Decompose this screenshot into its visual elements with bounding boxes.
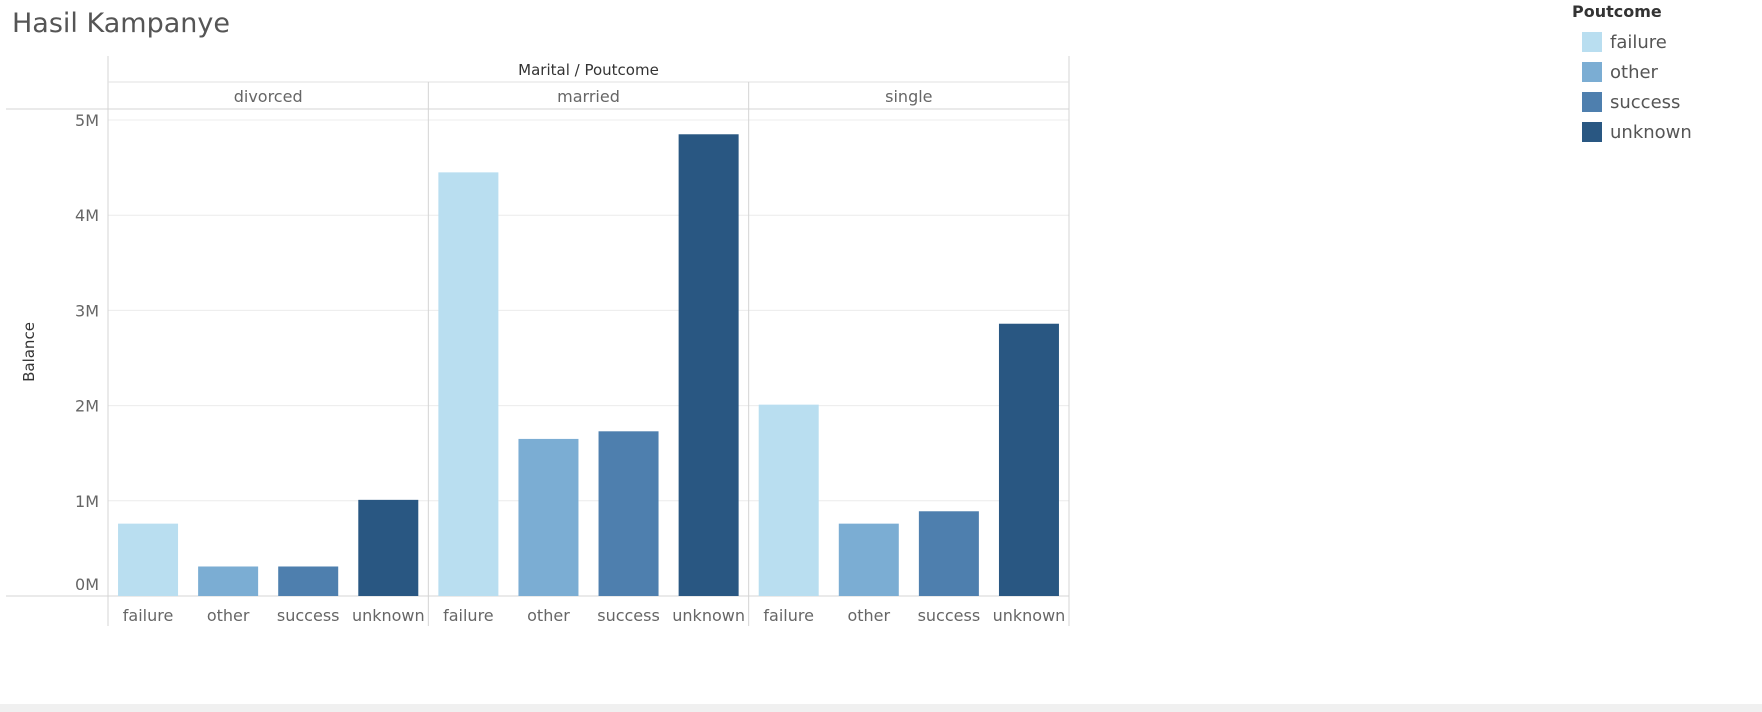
bar-married-success xyxy=(598,431,659,596)
legend-label: unknown xyxy=(1610,121,1692,143)
bar-married-failure xyxy=(438,172,499,597)
y-tick-label: 0M xyxy=(75,575,99,594)
legend-item-failure[interactable]: failure xyxy=(1572,27,1692,57)
bar-divorced-failure xyxy=(118,523,179,596)
x-tick-label: unknown xyxy=(352,606,425,625)
y-axis-label: Balance xyxy=(20,322,38,382)
legend-label: other xyxy=(1610,61,1658,83)
x-tick-label: failure xyxy=(443,606,494,625)
legend-label: success xyxy=(1610,91,1681,113)
bar-single-failure xyxy=(758,404,819,596)
bar-single-unknown xyxy=(998,323,1059,596)
x-tick-label: unknown xyxy=(672,606,745,625)
column-header: Marital / Poutcome xyxy=(518,61,659,79)
group-label-divorced: divorced xyxy=(234,87,303,106)
x-tick-label: other xyxy=(207,606,250,625)
x-tick-label: failure xyxy=(763,606,814,625)
legend-swatch xyxy=(1582,32,1602,52)
y-tick-label: 5M xyxy=(75,111,99,130)
bar-married-other xyxy=(518,438,579,596)
x-tick-label: success xyxy=(277,606,340,625)
bar-divorced-other xyxy=(198,566,259,596)
y-tick-label: 1M xyxy=(75,492,99,511)
x-tick-label: failure xyxy=(123,606,174,625)
x-tick-label: success xyxy=(918,606,981,625)
bar-divorced-success xyxy=(278,566,339,596)
legend-item-unknown[interactable]: unknown xyxy=(1572,117,1692,147)
legend-swatch xyxy=(1582,62,1602,82)
page-title: Hasil Kampanye xyxy=(12,8,230,39)
x-tick-label: other xyxy=(527,606,570,625)
legend-swatch xyxy=(1582,122,1602,142)
legend-label: failure xyxy=(1610,31,1667,53)
bar-chart: 0M 1M 2M 3M 4M 5M Marital / Poutcome Balance div… xyxy=(6,56,1070,626)
y-tick-label: 3M xyxy=(75,301,99,320)
legend-swatch xyxy=(1582,92,1602,112)
bottom-strip xyxy=(0,704,1762,712)
group-label-married: married xyxy=(557,87,620,106)
x-tick-label: other xyxy=(847,606,890,625)
legend-title: Poutcome xyxy=(1572,2,1662,21)
legend: Poutcome failure other success unknown xyxy=(1572,0,1692,147)
bar-single-other xyxy=(838,523,899,596)
bar-divorced-unknown xyxy=(358,499,419,596)
y-tick-label: 2M xyxy=(75,397,99,416)
x-tick-label: success xyxy=(597,606,660,625)
group-label-single: single xyxy=(885,87,932,106)
bar-single-success xyxy=(918,511,979,596)
x-tick-label: unknown xyxy=(993,606,1066,625)
legend-item-success[interactable]: success xyxy=(1572,87,1692,117)
y-tick-label: 4M xyxy=(75,206,99,225)
bar-married-unknown xyxy=(678,134,739,596)
legend-item-other[interactable]: other xyxy=(1572,57,1692,87)
